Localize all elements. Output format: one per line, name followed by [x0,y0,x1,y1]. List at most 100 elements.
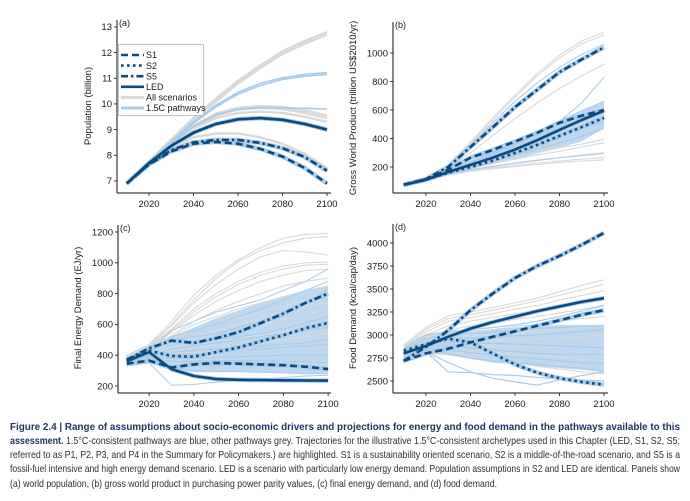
panel-label: (c) [120,223,131,233]
y-tick-label: 600 [372,105,388,116]
legend-box [118,44,204,116]
y-axis-label: Population (billion) [83,67,94,145]
y-tick-label: 12 [101,48,112,59]
y-tick-label: 10 [101,99,112,110]
caption-line-3: referred to as P1, P2, P3, and P4 in the… [10,449,680,461]
series-line-s2 [126,321,329,362]
y-tick-label: 3250 [367,307,388,318]
caption-body-2: referred to as P1, P2, P3, and P4 in the… [10,449,680,461]
pathway-line [403,347,605,365]
y-tick-label: 7 [107,176,112,187]
y-tick-label: 2750 [367,353,388,364]
legend-entry: S5 [121,71,157,81]
y-tick-label: 1200 [92,227,113,238]
caption-line-1: Figure 2.4 | Range of assumptions about … [10,421,680,433]
y-tick-label: 11 [102,74,112,85]
x-tick-label: 2080 [549,399,570,410]
caption-figure-label: Figure 2.4 | [10,421,62,433]
series-line-led [403,296,605,355]
chart-panels: 2020 2040 2060 2080 2100 7 8 9 10 11 12 13 Populatio… [73,18,615,410]
caption-title-part-2: assessment. [10,435,64,447]
y-tick-label: 3500 [367,284,388,295]
legend-entry: LED [121,82,164,92]
legend-label: All scenarios [146,93,198,103]
series-line-s5 [403,231,605,362]
pathway-line [126,316,329,363]
all-scenarios-line [126,261,329,358]
y-tick-label: 200 [372,162,388,173]
all-scenarios-line [126,263,329,358]
panel-c: 2020 2040 2060 2080 2100 200 400 600 800 1000 1200… [73,223,339,410]
x-tick-label: 2060 [504,399,525,410]
x-tick-label: 2100 [593,399,614,410]
x-tick-label: 2020 [415,199,436,210]
y-tick-label: 8 [107,151,112,162]
x-tick-label: 2080 [549,199,570,210]
caption-line-4: fossil-fuel intensive and high energy de… [10,463,680,475]
caption-body-1: 1.5°C-consistent pathways are blue, othe… [66,435,680,447]
panel-label: (d) [395,222,406,232]
y-tick-label: 13 [101,22,112,33]
series-line-s5 [125,138,328,185]
x-tick-label: 2100 [593,199,614,210]
plot-area [402,230,606,387]
y-tick-label: 800 [372,77,388,88]
x-tick-label: 2040 [183,399,204,410]
legend-label: S2 [146,61,157,71]
x-tick-label: 2060 [228,399,249,410]
x-tick-label: 2060 [504,199,525,210]
all-scenarios-line [126,236,329,356]
plot-area [125,232,329,386]
legend-entry: S2 [121,61,157,71]
y-tick-label: 400 [372,134,388,145]
y-tick-label: 400 [97,350,113,361]
pathway-line [403,345,604,357]
legend-entry: All scenarios [121,93,198,103]
y-tick-label: 1000 [367,48,388,59]
pathway-envelope [403,101,604,186]
caption-body-4: (a) world population, (b) gross world pr… [10,478,497,490]
pathway-line [126,268,329,362]
panel-a: 2020 2040 2060 2080 2100 7 8 9 10 11 12 13 Populatio… [83,18,338,210]
series-line-s1 [126,359,329,371]
y-tick-label: 2500 [367,376,388,387]
y-axis-label: Gross World Product (trillion US$2010/yr… [348,21,359,196]
figure-caption: Figure 2.4 | Range of assumptions about … [10,421,680,490]
panel-label: (b) [395,20,406,30]
caption-line-5: (a) world population, (b) gross world pr… [10,478,497,490]
y-tick-label: 600 [97,320,113,331]
series-line-led [126,350,329,382]
legend-label: S1 [146,50,157,60]
series-line-s1 [403,308,605,363]
y-tick-label: 1000 [92,258,113,269]
x-tick-label: 2100 [316,199,337,210]
plot-area [125,30,329,186]
caption-line-2: assessment. 1.5°C-consistent pathways ar… [10,435,680,447]
all-scenarios-line [403,290,605,348]
pathway-line [403,351,605,386]
series-line-s5 [126,292,329,361]
series-line-s2 [403,337,605,386]
all-scenarios-line [403,283,605,347]
legend-entry: S1 [121,50,157,60]
panel-d: 2020 2040 2060 2080 2100 2500 2750 3000 3250 3500… [348,222,615,410]
panel-b: 2020 2040 2060 2080 2100 200 400 600 800 1000 Gros… [348,20,615,210]
pathway-line [403,305,605,350]
y-tick-label: 800 [97,289,113,300]
y-tick-label: 9 [107,125,112,136]
legend-label: LED [146,82,164,92]
x-tick-label: 2020 [415,399,436,410]
legend-label: S5 [146,71,157,81]
all-scenarios-line [126,249,329,356]
x-tick-label: 2080 [272,199,293,210]
all-scenarios-line [126,277,329,359]
x-tick-label: 2100 [318,399,339,410]
x-tick-label: 2020 [138,199,159,210]
all-scenarios-line [403,279,605,346]
x-tick-label: 2040 [183,199,204,210]
series-line-led [125,116,328,185]
caption-body-3: fossil-fuel intensive and high energy de… [10,463,680,475]
series-line-s1 [125,140,328,185]
y-axis-label: Food Demand (kcal/cap/day) [348,247,359,369]
